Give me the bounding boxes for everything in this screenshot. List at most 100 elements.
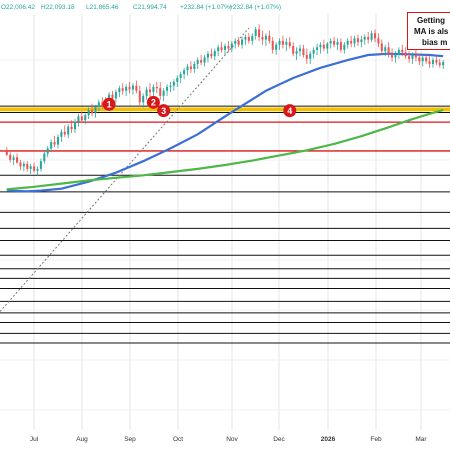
candle [275,42,278,55]
candle [298,44,302,57]
annotation-box: Getting MA is als bias m [407,12,450,50]
candle [370,30,373,43]
candle-body [302,48,305,55]
candle-body [193,63,196,70]
candles-group [5,24,445,176]
candle [128,81,131,94]
moving-average-line-green [6,108,444,191]
candle-body [36,168,39,171]
candle [172,79,175,91]
marker-circle [157,104,171,118]
candle [183,67,186,80]
candle [12,154,15,166]
candle-body [227,46,230,49]
candle-body [298,48,302,52]
candle-body [254,29,257,36]
candle-body [305,54,308,59]
candle [380,39,383,55]
candle [309,51,312,64]
candle [312,47,315,59]
candle-body [442,62,445,66]
candle [281,35,284,49]
candle [145,86,148,100]
candle [418,53,421,66]
candle [213,48,216,61]
candle-body [9,154,12,160]
candle-body [363,37,366,40]
candle-body [179,74,182,78]
candle-body [12,157,15,160]
candle-body [258,29,261,38]
candle [50,139,53,153]
candle [84,112,87,125]
ohlc-h: H22,093.18 [41,4,75,11]
ohlc-chg2: +232.84 (+1.07%) [229,4,281,11]
candle-body [196,60,199,64]
ohlc-header-group: O22,006.42 H22,093.18 L21,865.46 C21,994.74… [1,4,281,11]
candle [319,42,322,54]
candle [425,54,428,64]
candle-body [94,106,97,114]
candle-body [19,162,22,167]
candle-body [46,148,49,154]
candle [33,162,36,173]
candle-body [346,40,349,45]
candle [97,99,100,112]
candle [60,129,63,142]
candle-body [63,131,66,135]
candle [258,24,261,41]
candle-body [261,37,264,40]
candle [435,56,438,66]
candle [206,51,209,63]
candle [295,47,298,61]
candle-body [397,49,400,55]
candle-body [152,86,155,93]
candle [230,40,233,53]
candle [339,38,342,53]
x-tick-label: 2026 [321,436,336,443]
candle [114,89,117,103]
candle-body [350,40,353,44]
candle-body [394,54,397,58]
candle [268,30,271,44]
candle-body [22,163,25,167]
candle-body [67,126,70,135]
candle-body [343,44,346,50]
candle-body [80,116,83,121]
candle-body [428,61,431,64]
candle-body [241,39,244,45]
candle [56,134,59,149]
candle-body [186,66,189,71]
candle [394,51,397,63]
candle [186,63,189,76]
candle [302,44,305,58]
candle [148,83,152,98]
candle-body [118,88,121,93]
candle-body [278,40,281,45]
candle-body [162,90,165,96]
candle [131,83,134,95]
candle-body [223,46,227,50]
candle-body [247,37,250,41]
candle [227,40,230,53]
candle-body [425,57,428,62]
candle [179,71,182,84]
annotation-line-2: MA is als [414,27,449,36]
candle [196,57,199,70]
candle-body [169,85,172,87]
candle-body [87,110,90,116]
candle-body [172,81,175,86]
marker-4: 4 [283,104,297,118]
candle [101,97,104,109]
marker-1: 1 [102,97,116,111]
x-tick-label: Aug [76,436,88,443]
candle [336,38,339,50]
candle-body [275,44,278,50]
candle [169,81,172,93]
candle [326,42,329,54]
x-tick-label: Dec [273,436,285,443]
candle [138,85,141,107]
candle-body [159,88,162,96]
candle-body [29,166,32,169]
candle-body [230,43,233,49]
